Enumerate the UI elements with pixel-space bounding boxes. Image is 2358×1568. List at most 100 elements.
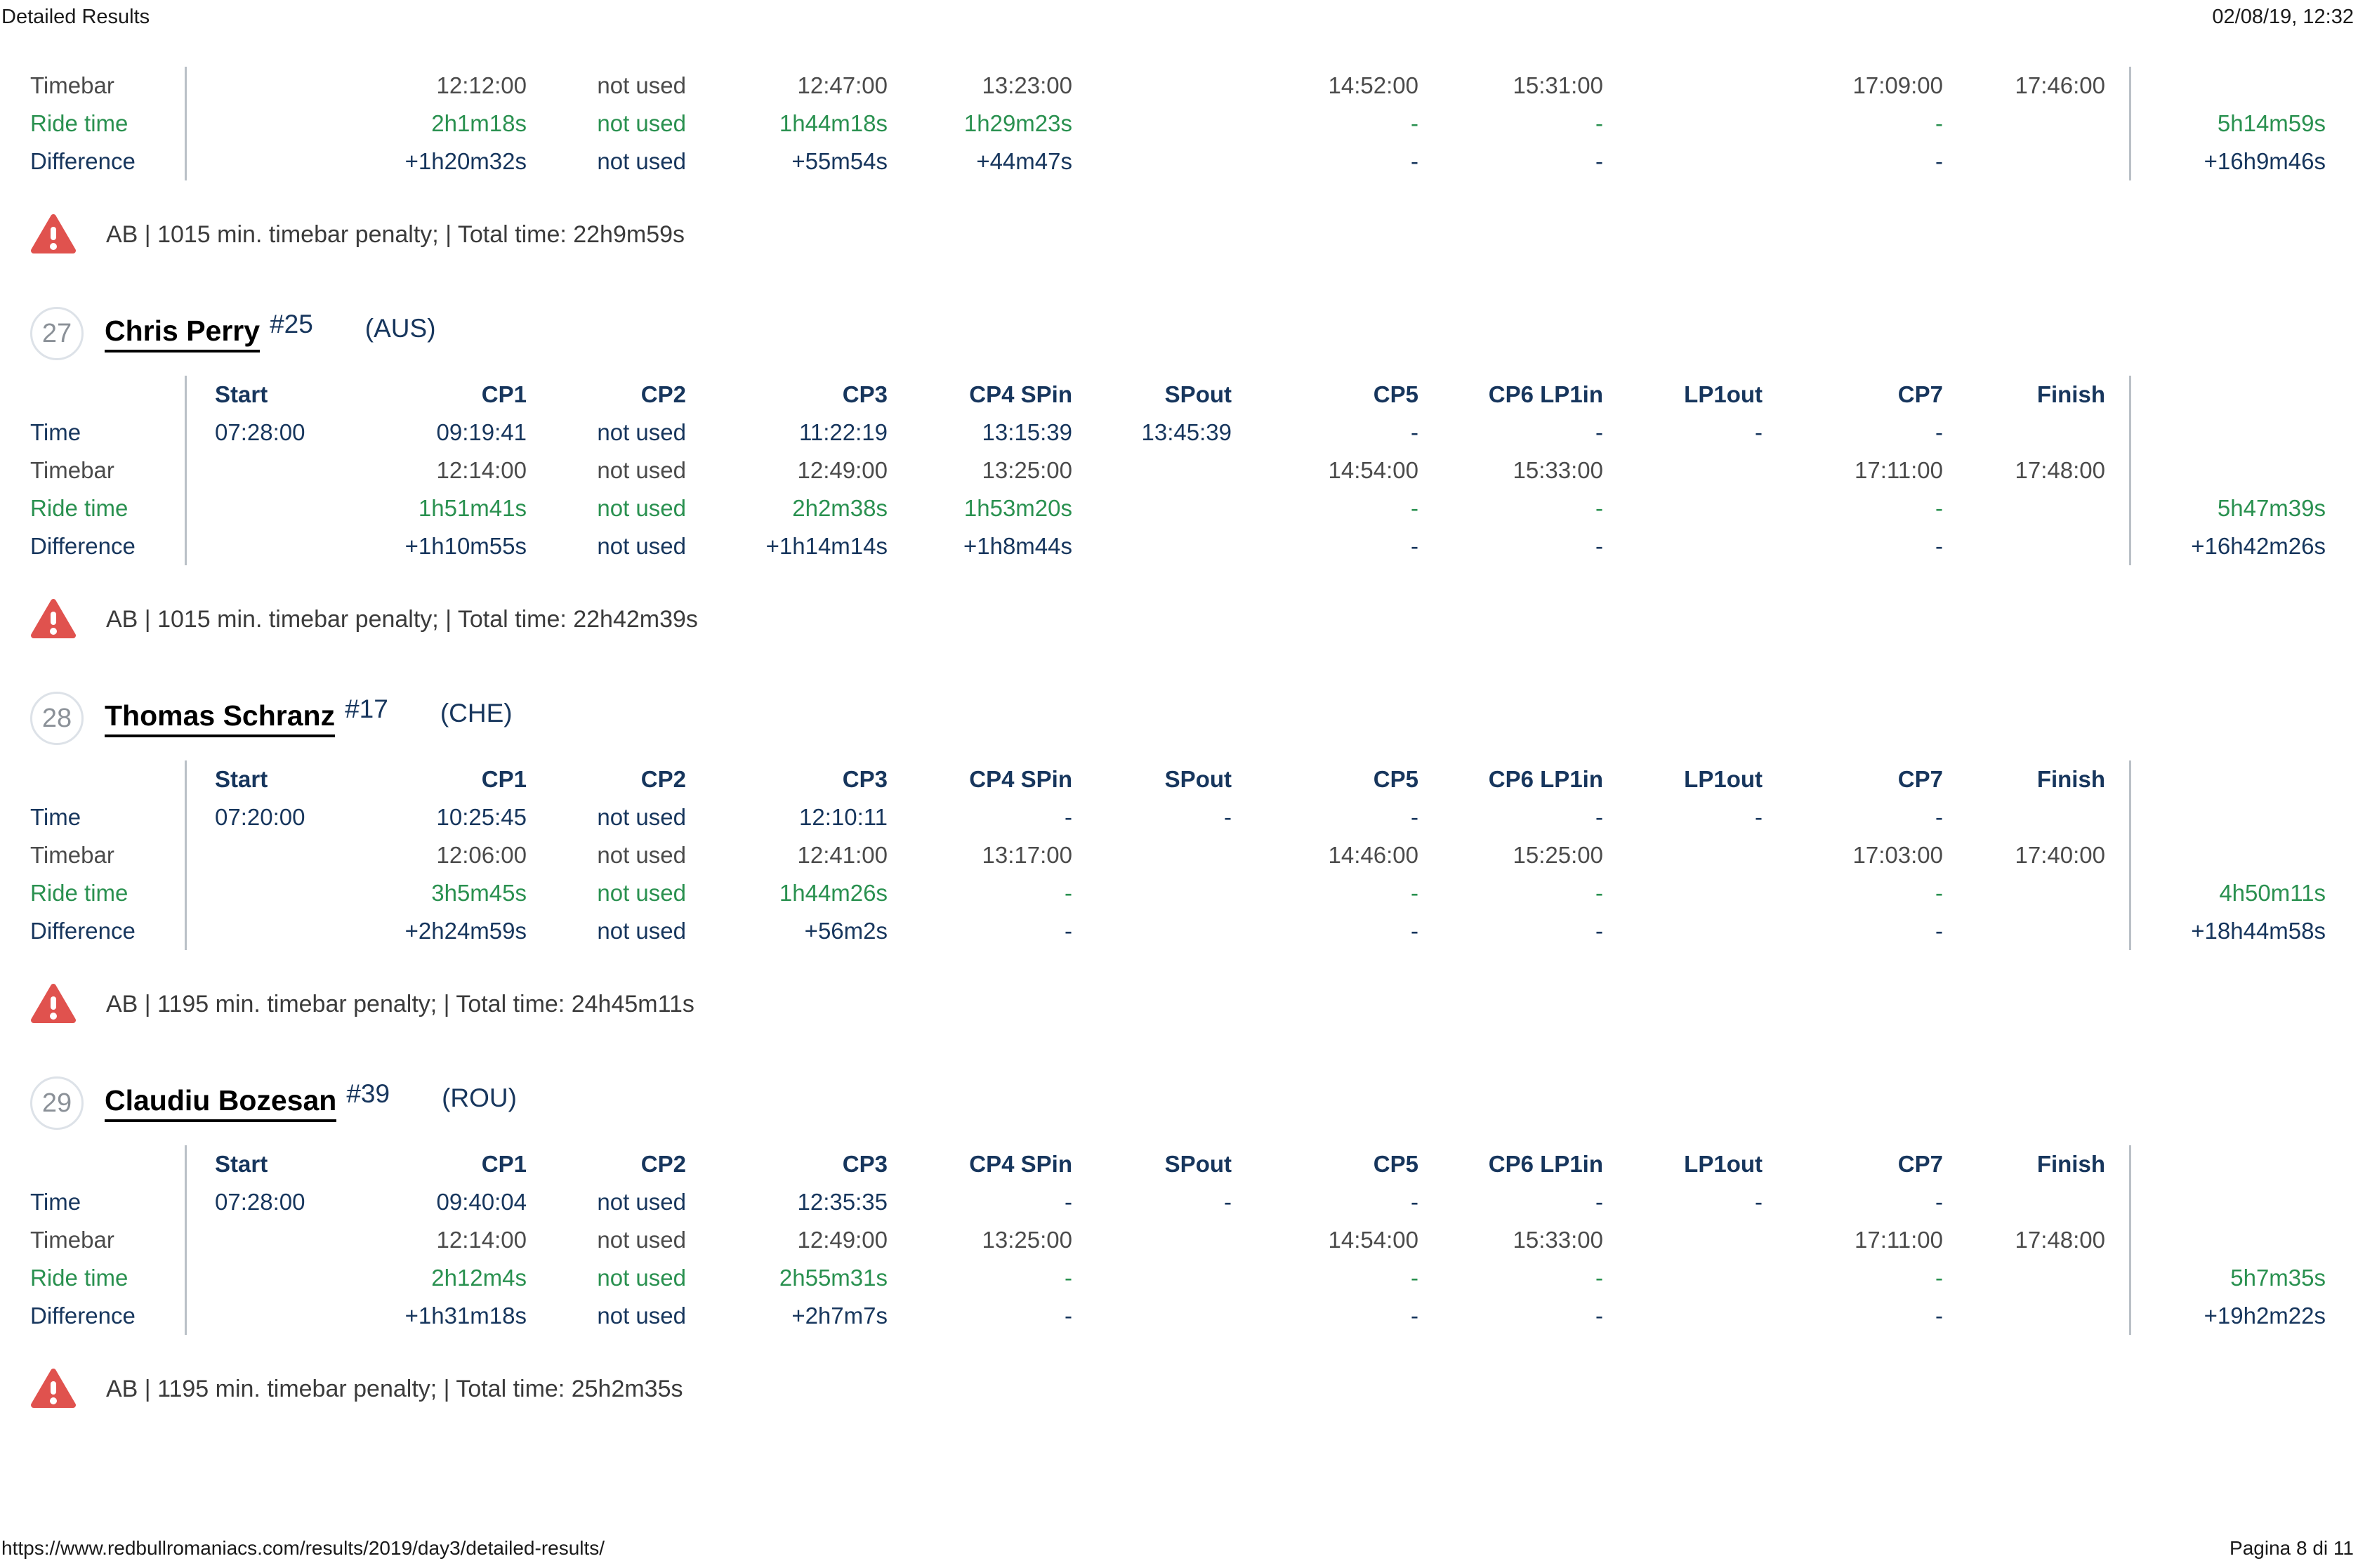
table-cell — [1943, 798, 2131, 836]
table-cell: 17:03:00 — [1852, 842, 1943, 868]
table-cell — [1603, 452, 1763, 489]
table-cell: 15:25:00 — [1513, 842, 1603, 868]
table-cell — [1603, 1259, 1763, 1297]
column-header: CP1 — [481, 381, 527, 407]
table-cell: +1h10m55s — [404, 533, 527, 559]
table-cell: 12:35:35 — [797, 1189, 888, 1215]
table-cell — [1072, 912, 1232, 950]
rider-country: (AUS) — [364, 314, 436, 343]
column-header: CP7 — [1897, 1151, 1943, 1177]
rider-number: #25 — [270, 310, 313, 338]
total-value: +19h2m22s — [2204, 1303, 2326, 1329]
column-header: CP4 SPin — [969, 381, 1072, 407]
row-label: Timebar — [30, 1221, 187, 1259]
total-value — [2131, 414, 2326, 452]
table-cell — [1072, 874, 1232, 912]
table-cell: - — [1935, 804, 1943, 830]
column-header: Start — [215, 381, 268, 407]
column-header: CP5 — [1373, 1151, 1418, 1177]
table-cell: 09:40:04 — [436, 1189, 527, 1215]
table-cell: - — [1065, 1189, 1072, 1215]
row-label: Time — [30, 1183, 187, 1221]
rider-number: #17 — [345, 694, 388, 723]
table-cell: - — [1935, 110, 1943, 136]
table-cell: - — [1595, 110, 1603, 136]
table-cell — [1943, 143, 2131, 180]
table-cell: +1h8m44s — [963, 533, 1072, 559]
warning-text: AB | 1015 min. timebar penalty; | Total … — [106, 220, 685, 248]
table-cell: not used — [597, 804, 686, 830]
table-cell: 10:25:45 — [436, 804, 527, 830]
table-cell: 11:22:19 — [798, 419, 888, 445]
table-cell: 2h55m31s — [779, 1265, 888, 1291]
table-cell: - — [1935, 1265, 1943, 1291]
table-cell: 17:48:00 — [1943, 1221, 2131, 1259]
column-header: CP2 — [640, 766, 686, 792]
table-cell: 13:17:00 — [982, 842, 1072, 868]
table-cell: not used — [597, 72, 686, 98]
table-cell — [1603, 527, 1763, 565]
row-label: Time — [30, 414, 187, 452]
table-cell: 2h12m4s — [431, 1265, 527, 1291]
warning-triangle-icon — [30, 1368, 77, 1410]
table-cell: - — [1065, 880, 1072, 906]
table-cell: - — [1065, 1303, 1072, 1329]
column-header: Finish — [1943, 760, 2131, 798]
table-cell: 14:46:00 — [1328, 842, 1418, 868]
row-label: Difference — [30, 143, 187, 180]
table-cell: - — [1595, 419, 1603, 445]
table-cell — [1072, 527, 1232, 565]
table-cell — [187, 452, 322, 489]
table-cell: not used — [597, 918, 686, 944]
table-cell: not used — [597, 495, 686, 521]
rider-heading: 27 Chris Perry #25 (AUS) — [30, 307, 2326, 360]
table-cell — [1072, 1259, 1232, 1297]
total-header — [2131, 1145, 2326, 1183]
table-cell: not used — [597, 1189, 686, 1215]
table-cell — [1072, 452, 1232, 489]
column-header: CP7 — [1897, 766, 1943, 792]
table-cell: +2h24m59s — [404, 918, 527, 944]
table-row-timebar: Timebar 12:06:00 not used 12:41:00 13:17:00 1… — [30, 836, 2326, 874]
table-cell: 1h29m23s — [963, 110, 1072, 136]
table-cell — [1072, 489, 1232, 527]
table-cell — [1072, 143, 1232, 180]
table-cell: - — [1755, 804, 1763, 830]
total-value: 5h47m39s — [2217, 495, 2326, 521]
table-row-difference: Difference +1h31m18s not used +2h7m7s - - - - +1… — [30, 1297, 2326, 1335]
rider-name[interactable]: Thomas Schranz — [105, 699, 336, 737]
row-label: Difference — [30, 527, 187, 565]
table-header-row: Start CP1 CP2 CP3 CP4 SPin SPout CP5 CP6 LP1in L… — [30, 1145, 2326, 1183]
table-cell: 07:20:00 — [215, 804, 305, 830]
table-row-difference: Difference +1h10m55s not used +1h14m14s +1h8… — [30, 527, 2326, 565]
table-cell: +44m47s — [976, 148, 1072, 174]
table-cell — [187, 1221, 322, 1259]
table-cell — [1072, 105, 1232, 143]
page-datetime: 02/08/19, 12:32 — [2212, 6, 2354, 28]
rank-badge: 28 — [30, 692, 84, 745]
column-header: CP6 LP1in — [1488, 766, 1603, 792]
rider-name[interactable]: Claudiu Bozesan — [105, 1084, 337, 1122]
row-label: Ride time — [30, 874, 187, 912]
table-cell: 1h53m20s — [963, 495, 1072, 521]
table-cell: +55m54s — [791, 148, 888, 174]
table-cell: 12:47:00 — [797, 72, 888, 98]
table-cell: not used — [597, 1227, 686, 1253]
table-cell — [187, 105, 322, 143]
rider-country: (ROU) — [442, 1083, 517, 1112]
column-header: CP3 — [842, 381, 888, 407]
table-cell: 15:33:00 — [1513, 457, 1603, 483]
rank-badge: 29 — [30, 1076, 84, 1130]
table-cell: not used — [597, 842, 686, 868]
table-cell: +1h31m18s — [404, 1303, 527, 1329]
column-header: LP1out — [1684, 1151, 1763, 1177]
rider-section: 27 Chris Perry #25 (AUS) Start CP1 CP2 CP3 CP4 S… — [30, 307, 2326, 641]
table-cell: 1h51m41s — [418, 495, 527, 521]
table-cell — [1603, 67, 1763, 105]
table-cell: - — [1065, 1265, 1072, 1291]
rider-name[interactable]: Chris Perry — [105, 315, 261, 353]
table-row-time: Time 07:20:00 10:25:45 not used 12:10:11 - - - -… — [30, 798, 2326, 836]
table-cell: - — [1411, 804, 1418, 830]
footer-url: https://www.redbullromaniacs.com/results… — [1, 1537, 605, 1559]
results-table: Start CP1 CP2 CP3 CP4 SPin SPout CP5 CP6 LP1in L… — [30, 760, 2326, 950]
